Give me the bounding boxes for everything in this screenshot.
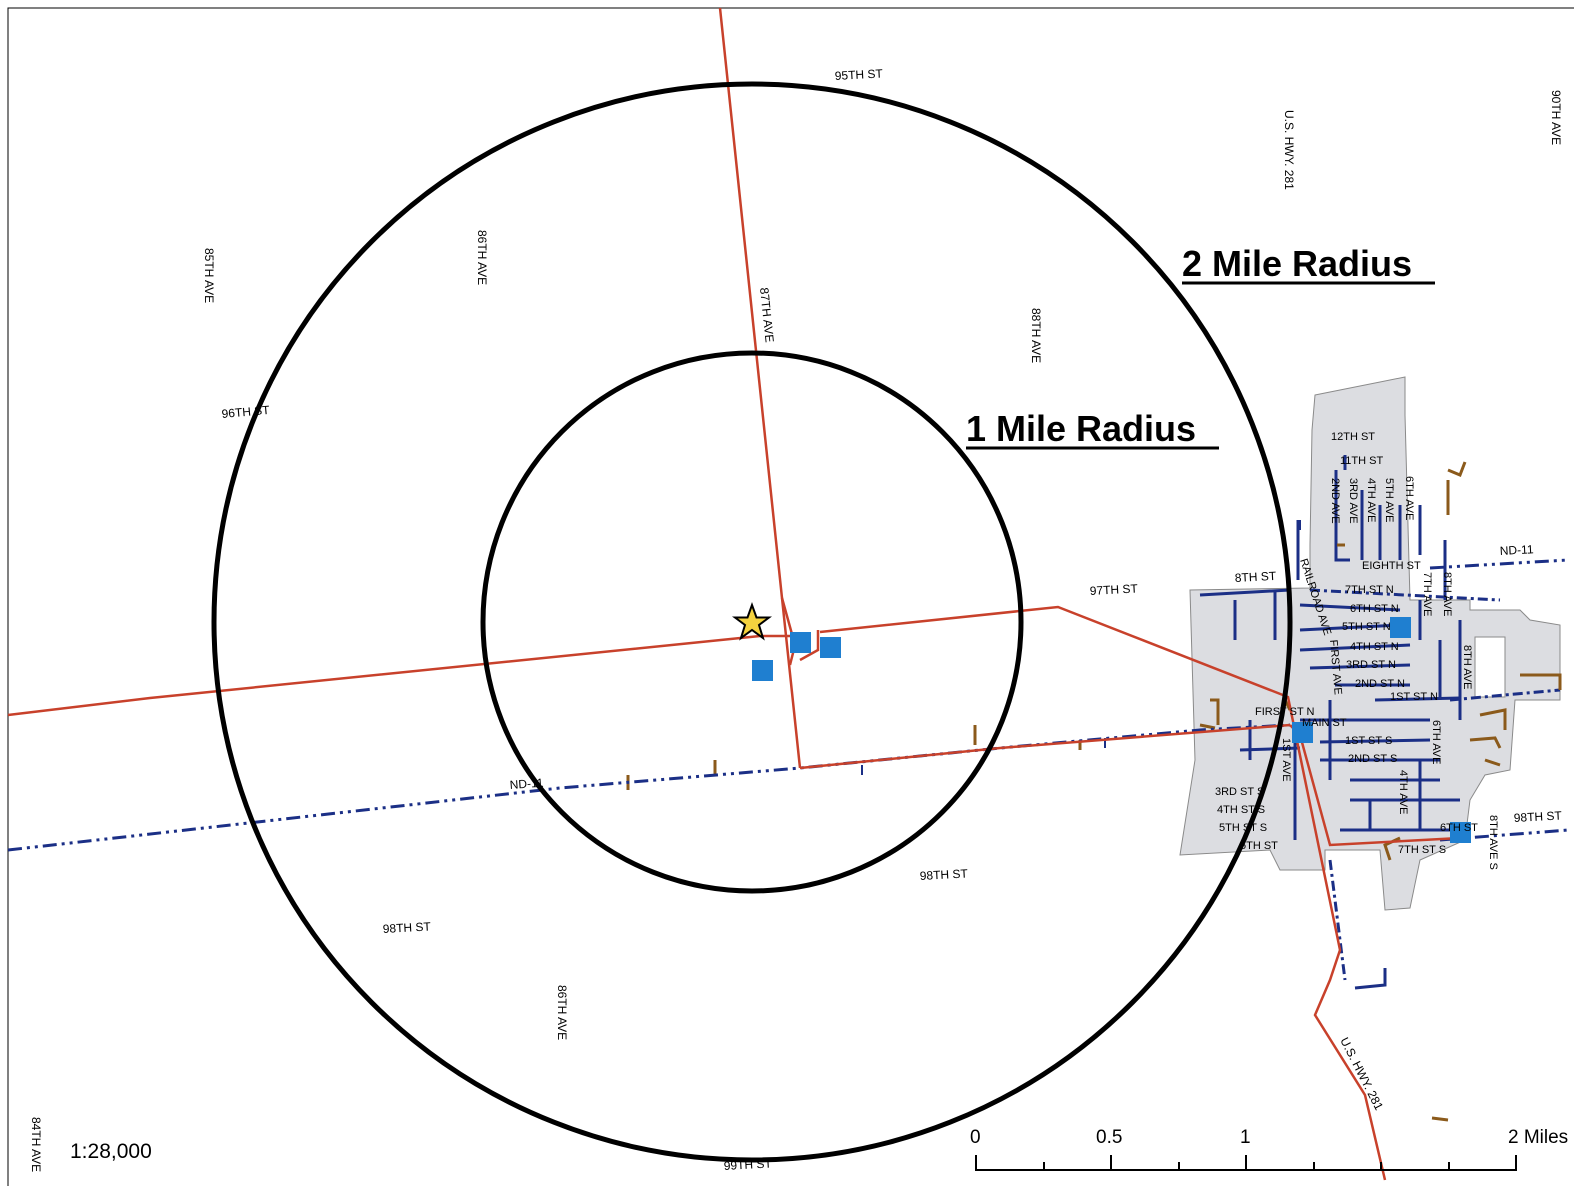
scale-ratio: 1:28,000 [70, 1140, 152, 1163]
town-street-label: 2ND ST S [1348, 753, 1397, 765]
town-street-label: 1ST AVE [1280, 738, 1292, 782]
road-label: 86TH AVE [475, 230, 489, 285]
town-street-label: EIGHTH ST [1362, 560, 1421, 572]
facility-markers [752, 617, 1471, 843]
town-street-label: 3RD ST S [1215, 786, 1264, 798]
town-streets [1199, 455, 1561, 990]
scale-tick-label: 0.5 [1096, 1127, 1122, 1148]
scale-tick-label: 2 Miles [1508, 1127, 1568, 1148]
road-label: 86TH AVE [555, 985, 569, 1040]
town-street-label: 8TH AVE [1461, 645, 1473, 689]
road-label: ND-11 [1499, 542, 1534, 558]
site-star-icon [732, 602, 772, 641]
town-street-label: 5TH ST S [1219, 822, 1267, 834]
town-street-label: 6TH AVE [1403, 476, 1415, 520]
two-mile-radius-label: 2 Mile Radius [1182, 243, 1412, 284]
town-street-label: 6TH AVE [1430, 720, 1442, 764]
town-street-label: 2ND ST N [1355, 678, 1405, 690]
road-label: 87TH AVE [757, 287, 777, 343]
road-label: 98TH ST [382, 919, 431, 936]
road-label: 95TH ST [834, 66, 883, 83]
facility-marker [1450, 822, 1471, 843]
town-cutout [1474, 636, 1506, 698]
road-label: 90TH AVE [1549, 90, 1563, 145]
town-street-label: 4TH AVE [1397, 770, 1409, 814]
road-label: ND-11 [509, 776, 544, 792]
town-street-label: 4TH ST N [1350, 641, 1399, 653]
town-street-label: 1ST ST S [1345, 735, 1392, 747]
road-label: 8TH ST [1234, 569, 1277, 585]
town-street-label: 8TH AVE [1441, 572, 1453, 616]
town-street-label: 7TH AVE [1421, 572, 1433, 616]
one-mile-radius-label: 1 Mile Radius [966, 408, 1196, 449]
town-street-label: 2ND AVE [1329, 478, 1341, 524]
road-label: 98TH ST [919, 866, 968, 883]
road-label: 99TH ST [723, 1156, 772, 1173]
town-street-label: FIRST AVE [1327, 639, 1344, 695]
road-label: 98TH ST [1513, 808, 1562, 825]
facility-marker [790, 632, 811, 653]
town-street-label: 11TH ST [1340, 455, 1383, 467]
town-street-label: 3RD AVE [1347, 478, 1359, 524]
town-street-label: FIRST ST N [1255, 706, 1315, 718]
road-label: 88TH AVE [1029, 308, 1043, 363]
town-street-label: 8TH AVE S [1487, 815, 1499, 870]
town-street-label: 1ST ST N [1390, 691, 1438, 703]
scale-tick-label: 1 [1240, 1127, 1251, 1148]
town-street-label: 5TH ST N [1342, 621, 1391, 633]
town-street-label: 7TH ST S [1398, 844, 1446, 856]
town-street-label: 4TH AVE [1365, 478, 1377, 522]
town-street-label: 6TH ST N [1350, 603, 1399, 615]
scale-bar: 0 0.5 1 2 Miles [970, 1127, 1568, 1171]
facility-marker [1390, 617, 1411, 638]
town-street-label: 5TH AVE [1383, 478, 1395, 522]
town-street-label: 6TH ST [1440, 822, 1478, 834]
facility-marker [820, 637, 841, 658]
one-mile-circle [480, 350, 1024, 894]
town-street-label: 4TH ST S [1217, 804, 1265, 816]
road-label: 85TH AVE [202, 248, 216, 303]
road-label: 84TH AVE [29, 1117, 43, 1172]
roads [7, 7, 1461, 1181]
town-street-label: 12TH ST [1331, 431, 1375, 443]
road-label: 97TH ST [1089, 581, 1138, 598]
facility-marker [752, 660, 773, 681]
town-street-label: 6TH ST [1240, 840, 1278, 852]
road-label: 96TH ST [221, 403, 271, 421]
town-street-label: MAIN ST [1302, 717, 1347, 729]
two-mile-circle [211, 81, 1293, 1163]
scale-tick-label: 0 [970, 1127, 981, 1148]
town-street-label: 7TH ST N [1345, 584, 1394, 596]
road-label: U.S. HWY. 281 [1282, 110, 1296, 190]
facility-marker [1292, 722, 1313, 743]
town-street-label: 3RD ST N [1346, 659, 1396, 671]
